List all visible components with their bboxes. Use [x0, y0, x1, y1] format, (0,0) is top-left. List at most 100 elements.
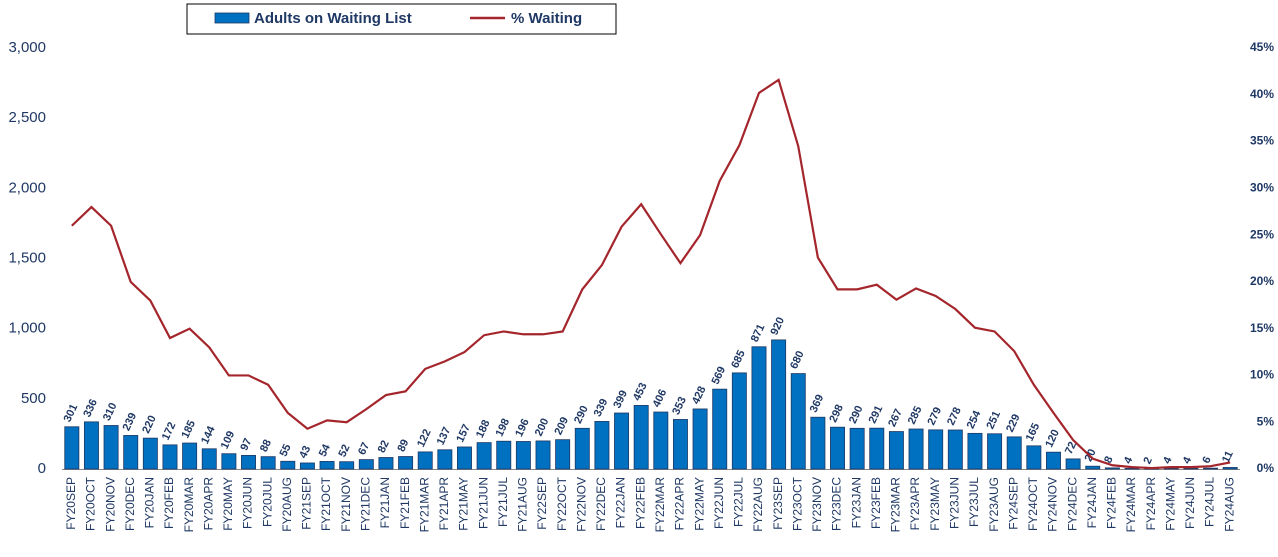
y-tick-label: 2,000	[8, 179, 46, 196]
x-tick-label: FY23DEC	[830, 477, 844, 531]
value-label: 198	[494, 417, 513, 439]
x-tick-label: FY22AUG	[751, 477, 765, 532]
x-tick-label: FY21OCT	[319, 476, 333, 531]
x-tick-label: FY22MAR	[653, 477, 667, 533]
y-tick-label: 2,500	[8, 109, 46, 126]
value-label: 6	[1200, 455, 1213, 466]
value-label: 369	[808, 393, 827, 415]
y2-tick-label: 25%	[1250, 227, 1274, 241]
x-tick-label: FY20AUG	[280, 477, 294, 532]
x-tick-label: FY20APR	[201, 477, 215, 531]
bar	[1222, 467, 1238, 470]
bar	[201, 448, 217, 470]
x-tick-label: FY21FEB	[398, 477, 412, 529]
bar	[869, 427, 885, 470]
x-tick-label: FY24APR	[1144, 477, 1158, 531]
value-label: 8	[1102, 455, 1115, 466]
value-label: 685	[729, 348, 748, 370]
x-tick-label: FY22JUL	[732, 477, 746, 527]
y-tick-label: 1,000	[8, 320, 46, 337]
x-tick-label: FY24MAY	[1163, 477, 1177, 531]
value-label: 353	[670, 395, 689, 417]
value-label: 680	[788, 349, 807, 371]
x-tick-label: FY21NOV	[339, 477, 353, 532]
bar	[476, 442, 492, 470]
y2-tick-label: 15%	[1250, 321, 1274, 335]
value-label: 185	[179, 419, 198, 441]
x-tick-label: FY23MAY	[928, 477, 942, 531]
value-label: 254	[965, 408, 984, 431]
value-label: 4	[1122, 454, 1136, 465]
bar	[555, 439, 571, 470]
x-tick-label: FY22FEB	[633, 477, 647, 529]
bar	[457, 446, 472, 470]
x-tick-label: FY23NOV	[810, 477, 824, 532]
bar	[594, 421, 610, 470]
x-tick-label: FY22JUN	[712, 477, 726, 529]
value-label: 453	[631, 381, 650, 403]
x-tick-label: FY21SEP	[300, 477, 314, 530]
bar	[221, 453, 237, 470]
y2-tick-label: 0%	[1257, 461, 1275, 475]
bar	[672, 419, 688, 470]
legend-swatch	[214, 12, 250, 24]
value-label: 11	[1220, 449, 1236, 465]
value-label: 229	[1004, 412, 1023, 434]
bar	[437, 449, 453, 470]
value-label: 188	[474, 418, 493, 440]
x-tick-label: FY20NOV	[103, 477, 117, 532]
value-label: 72	[1063, 440, 1079, 456]
value-label: 55	[278, 442, 294, 458]
x-tick-label: FY24SEP	[1006, 477, 1020, 530]
value-label: 279	[926, 405, 945, 427]
y2-tick-label: 20%	[1250, 274, 1274, 288]
x-tick-label: FY22SEP	[535, 477, 549, 530]
x-tick-label: FY24DEC	[1065, 477, 1079, 531]
value-label: 298	[827, 403, 846, 425]
value-label: 144	[199, 424, 218, 447]
bar	[241, 454, 256, 470]
x-tick-label: FY22NOV	[574, 477, 588, 532]
bar	[653, 411, 669, 470]
bar	[535, 440, 551, 470]
value-label: 301	[62, 402, 81, 424]
value-label: 267	[886, 407, 905, 429]
bar	[987, 433, 1003, 470]
value-label: 336	[81, 397, 100, 419]
x-tick-label: FY23FEB	[869, 477, 883, 529]
x-tick-label: FY20JUN	[241, 477, 255, 529]
value-label: 4	[1181, 454, 1195, 465]
y2-tick-label: 30%	[1250, 181, 1274, 195]
value-label: 52	[337, 443, 353, 459]
x-tick-label: FY20FEB	[162, 477, 176, 529]
bar	[1046, 451, 1061, 470]
x-tick-label: FY23AUG	[987, 477, 1001, 532]
bar	[378, 457, 394, 470]
value-label: 200	[533, 416, 552, 438]
value-label: 220	[140, 414, 159, 436]
x-tick-label: FY21MAR	[417, 477, 431, 533]
x-tick-label: FY20JUL	[260, 477, 274, 527]
bar	[1183, 468, 1199, 470]
value-label: 97	[238, 436, 254, 452]
bar	[142, 437, 158, 470]
value-label: 406	[651, 388, 670, 410]
bar	[103, 425, 119, 470]
bar	[888, 431, 904, 470]
value-label: 290	[847, 404, 866, 426]
x-tick-label: FY24AUG	[1222, 477, 1236, 532]
legend-label: Adults on Waiting List	[254, 10, 412, 27]
x-tick-label: FY20DEC	[123, 477, 137, 531]
x-tick-label: FY20MAY	[221, 477, 235, 531]
x-tick-label: FY21JUN	[476, 477, 490, 529]
value-label: 399	[611, 389, 630, 411]
bar	[358, 459, 374, 470]
x-tick-label: FY22APR	[673, 477, 687, 531]
x-tick-label: FY24JAN	[1085, 477, 1099, 528]
value-label: 67	[356, 441, 372, 457]
bar	[751, 346, 767, 470]
y-tick-label: 1,500	[8, 249, 46, 266]
legend-box	[186, 3, 617, 35]
value-label: 871	[749, 322, 768, 344]
